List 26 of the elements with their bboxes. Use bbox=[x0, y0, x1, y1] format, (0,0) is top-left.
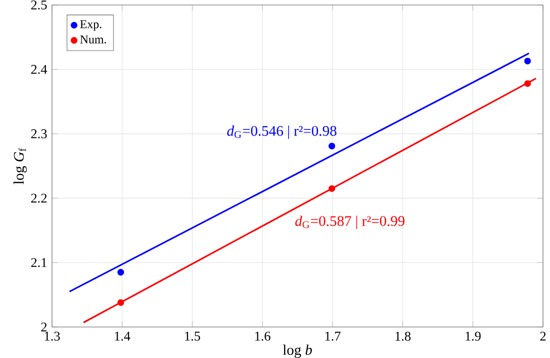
y-tick-label: 2.3 bbox=[31, 129, 47, 138]
x-tick-label: 1.7 bbox=[325, 332, 341, 341]
x-tick-label: 1.3 bbox=[44, 332, 60, 341]
point bbox=[524, 80, 531, 87]
y-tick-label: 2 bbox=[41, 322, 47, 332]
point bbox=[524, 58, 531, 64]
point bbox=[117, 299, 124, 306]
point bbox=[117, 268, 124, 276]
annotation: d$_{G}$=0.546 | r²=0.98 bbox=[227, 126, 336, 139]
x-tick-label: 1.8 bbox=[396, 332, 411, 341]
x-tick-label: 1.5 bbox=[185, 332, 200, 341]
point bbox=[328, 185, 336, 192]
y-axis-title: log G$_{f}$ bbox=[13, 148, 27, 184]
legend-label: Exp. bbox=[80, 20, 102, 31]
legend-label: Num. bbox=[80, 35, 106, 44]
x-axis-title: log b bbox=[282, 344, 312, 358]
point bbox=[328, 142, 336, 150]
x-tick-label: 2 bbox=[540, 332, 546, 341]
y-tick-label: 2.5 bbox=[31, 0, 47, 10]
y-tick-label: 2.1 bbox=[31, 258, 46, 268]
x-tick-label: 1.9 bbox=[466, 332, 481, 341]
x-tick-label: 1.4 bbox=[114, 332, 130, 341]
x-tick-label: 1.6 bbox=[255, 332, 270, 341]
y-tick-label: 2.4 bbox=[31, 64, 48, 74]
annotation: d$_{G}$=0.587 | r²=0.99 bbox=[295, 216, 404, 230]
y-tick-label: 2.2 bbox=[31, 194, 47, 203]
